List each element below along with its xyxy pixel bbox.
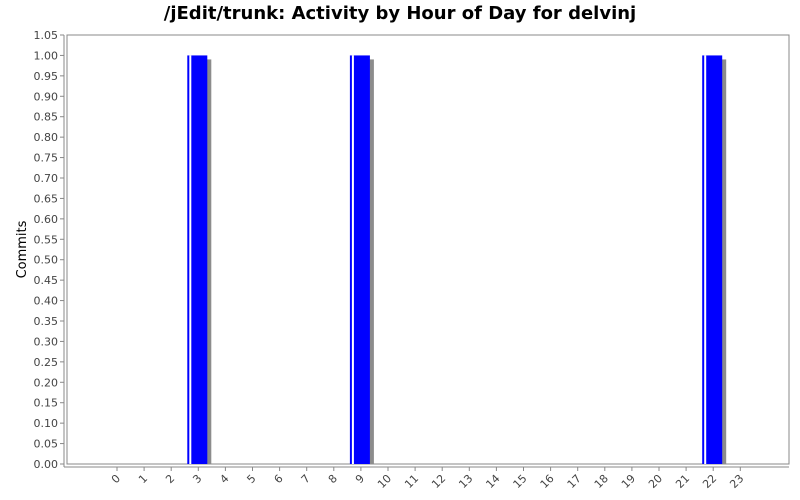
- y-tick-label: 0.70: [34, 172, 59, 185]
- bar-highlight: [189, 55, 192, 465]
- x-tick-label: 19: [619, 472, 638, 491]
- x-tick-label: 7: [299, 472, 313, 486]
- x-tick-label: 13: [456, 472, 475, 491]
- y-tick-label: 0.20: [34, 376, 59, 389]
- y-tick-label: 0.65: [34, 192, 59, 205]
- x-tick-label: 12: [429, 472, 448, 491]
- x-tick-label: 17: [565, 472, 584, 491]
- x-tick-label: 21: [673, 472, 692, 491]
- x-tick-label: 11: [402, 472, 421, 491]
- x-tick-label: 16: [538, 472, 557, 491]
- x-tick-label: 5: [244, 472, 258, 486]
- x-tick-label: 6: [272, 472, 286, 486]
- x-tick-label: 15: [511, 472, 530, 491]
- x-tick-label: 18: [592, 472, 611, 491]
- x-tick-label: 20: [646, 472, 665, 491]
- bar: [349, 55, 370, 465]
- y-tick-label: 0.90: [34, 90, 59, 103]
- y-tick-label: 0.30: [34, 335, 59, 348]
- y-tick-label: 0.45: [34, 274, 59, 287]
- y-tick-label: 0.95: [34, 70, 59, 83]
- bar: [702, 55, 723, 465]
- x-tick-label: 14: [483, 472, 502, 491]
- y-tick-label: 0.85: [34, 111, 59, 124]
- chart-title: /jEdit/trunk: Activity by Hour of Day fo…: [163, 3, 637, 24]
- y-tick-label: 1.05: [34, 29, 59, 42]
- bar-highlight: [351, 55, 354, 465]
- x-tick-label: 8: [326, 472, 340, 486]
- plot-frame: [66, 34, 790, 465]
- y-tick-label: 0.50: [34, 254, 59, 267]
- y-tick-label: 0.80: [34, 131, 59, 144]
- x-tick-label: 22: [700, 472, 719, 491]
- x-tick-label: 1: [136, 472, 150, 486]
- y-tick-label: 0.10: [34, 417, 59, 430]
- x-tick-label: 4: [217, 472, 231, 486]
- y-tick-label: 0.40: [34, 295, 59, 308]
- x-tick-label: 2: [163, 472, 177, 486]
- x-tick-label: 9: [353, 472, 367, 486]
- x-tick-label: 3: [190, 472, 204, 486]
- y-tick-label: 0.35: [34, 315, 59, 328]
- y-tick-label: 0.55: [34, 233, 59, 246]
- y-tick-label: 0.15: [34, 397, 59, 410]
- y-tick-label: 0.00: [34, 458, 59, 471]
- x-tick-label: 23: [727, 472, 746, 491]
- y-tick-label: 0.60: [34, 213, 59, 226]
- y-tick-label: 0.25: [34, 356, 59, 369]
- y-tick-label: 1.00: [34, 49, 59, 62]
- y-tick-label: 0.05: [34, 438, 59, 451]
- y-axis-label: Commits: [15, 220, 30, 278]
- bar: [187, 55, 208, 465]
- y-tick-label: 0.75: [34, 152, 59, 165]
- x-tick-label: 10: [375, 472, 394, 491]
- x-tick-label: 0: [109, 472, 123, 486]
- bar-highlight: [704, 55, 707, 465]
